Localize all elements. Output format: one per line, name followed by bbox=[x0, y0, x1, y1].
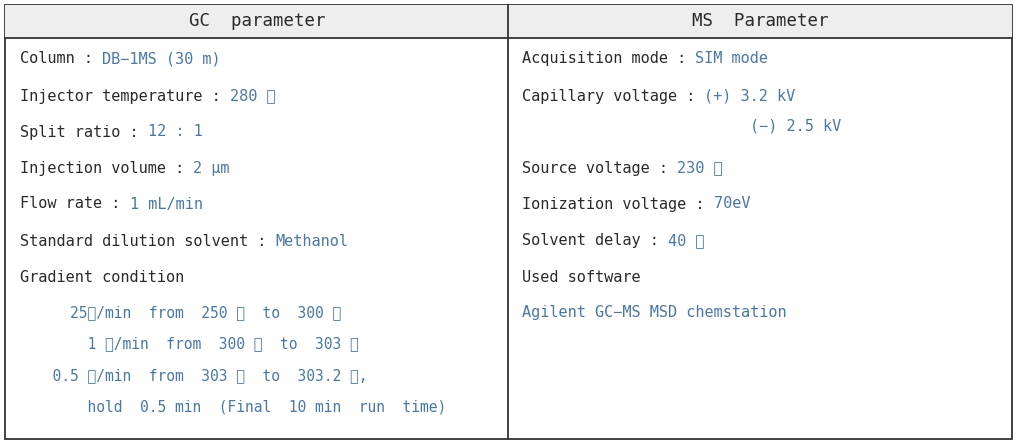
Text: (+) 3.2 kV: (+) 3.2 kV bbox=[705, 88, 795, 103]
Text: (−) 2.5 kV: (−) 2.5 kV bbox=[751, 119, 841, 134]
Text: 0.5 ℃/min  from  303 ℃  to  303.2 ℃,: 0.5 ℃/min from 303 ℃ to 303.2 ℃, bbox=[35, 369, 367, 384]
Text: SIM mode: SIM mode bbox=[696, 52, 769, 67]
Text: Gradient condition: Gradient condition bbox=[20, 270, 184, 285]
Text: Methanol: Methanol bbox=[276, 234, 349, 249]
Text: GC  parameter: GC parameter bbox=[189, 12, 325, 31]
Text: Flow rate :: Flow rate : bbox=[20, 197, 129, 211]
Text: Injection volume :: Injection volume : bbox=[20, 160, 193, 175]
Text: Standard dilution solvent :: Standard dilution solvent : bbox=[20, 234, 276, 249]
Text: 1 ℃/min  from  300 ℃  to  303 ℃: 1 ℃/min from 300 ℃ to 303 ℃ bbox=[35, 337, 359, 352]
Text: 2 μm: 2 μm bbox=[193, 160, 230, 175]
Bar bbox=[5, 5, 506, 38]
Text: Agilent GC−MS MSD chemstation: Agilent GC−MS MSD chemstation bbox=[522, 305, 786, 321]
Text: DB−1MS (30 m): DB−1MS (30 m) bbox=[102, 52, 221, 67]
Text: 12 : 1: 12 : 1 bbox=[147, 124, 202, 139]
Text: Ionization voltage :: Ionization voltage : bbox=[522, 197, 714, 211]
Text: Split ratio :: Split ratio : bbox=[20, 124, 147, 139]
Text: Acquisition mode :: Acquisition mode : bbox=[522, 52, 696, 67]
Text: Injector temperature :: Injector temperature : bbox=[20, 88, 230, 103]
Text: 70eV: 70eV bbox=[714, 197, 751, 211]
Text: 25℃/min  from  250 ℃  to  300 ℃: 25℃/min from 250 ℃ to 300 ℃ bbox=[35, 305, 342, 321]
Text: Solvent delay :: Solvent delay : bbox=[522, 234, 668, 249]
Text: Column :: Column : bbox=[20, 52, 102, 67]
Text: MS  Parameter: MS Parameter bbox=[692, 12, 828, 31]
Text: Used software: Used software bbox=[522, 270, 641, 285]
Text: hold  0.5 min  (Final  10 min  run  time): hold 0.5 min (Final 10 min run time) bbox=[35, 400, 446, 415]
Text: Capillary voltage :: Capillary voltage : bbox=[522, 88, 705, 103]
Text: 40 ℃: 40 ℃ bbox=[668, 234, 705, 249]
Text: 1 mL/min: 1 mL/min bbox=[129, 197, 202, 211]
Text: 280 ℃: 280 ℃ bbox=[230, 88, 276, 103]
Text: 230 ℃: 230 ℃ bbox=[677, 160, 723, 175]
Bar bbox=[506, 5, 1012, 38]
Text: Source voltage :: Source voltage : bbox=[522, 160, 677, 175]
